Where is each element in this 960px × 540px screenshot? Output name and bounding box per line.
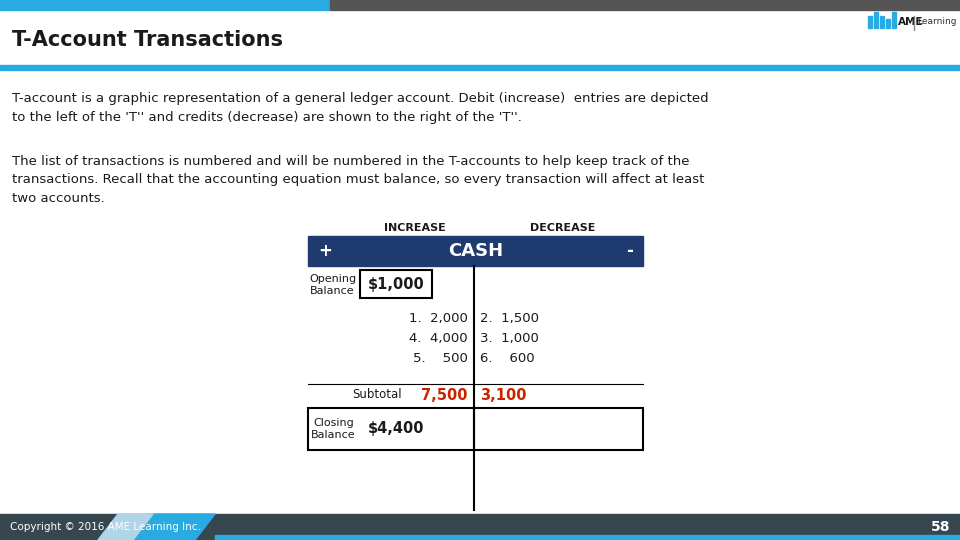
Text: 3,100: 3,100 (480, 388, 526, 402)
Text: T-Account Transactions: T-Account Transactions (12, 30, 283, 50)
Text: T-account is a graphic representation of a general ledger account. Debit (increa: T-account is a graphic representation of… (12, 92, 708, 124)
Text: 5.    500: 5. 500 (413, 352, 468, 365)
Text: Closing
Balance: Closing Balance (311, 418, 356, 440)
Text: 4.  4,000: 4. 4,000 (409, 332, 468, 345)
Bar (0, 10, 960, 65)
Bar (308, 236, 643, 266)
Text: Learning: Learning (917, 17, 956, 26)
Polygon shape (128, 514, 215, 540)
FancyBboxPatch shape (360, 270, 432, 298)
Bar (886, 19, 890, 28)
Bar (215, 535, 960, 540)
Bar (880, 16, 884, 28)
Bar (868, 16, 872, 28)
Bar (892, 12, 896, 28)
Polygon shape (98, 514, 153, 540)
Text: 3.  1,000: 3. 1,000 (480, 332, 539, 345)
Text: +: + (318, 242, 332, 260)
Text: 1.  2,000: 1. 2,000 (409, 312, 468, 325)
Bar (330, 0, 960, 10)
Bar (874, 12, 878, 28)
Text: $4,400: $4,400 (368, 422, 424, 436)
Bar (0, 514, 960, 540)
Text: 2.  1,500: 2. 1,500 (480, 312, 539, 325)
Text: CASH: CASH (448, 242, 503, 260)
Text: AME: AME (898, 17, 924, 27)
Text: DECREASE: DECREASE (530, 223, 595, 233)
Text: $1,000: $1,000 (368, 278, 424, 293)
Text: The list of transactions is numbered and will be numbered in the T-accounts to h: The list of transactions is numbered and… (12, 155, 705, 205)
Bar (308, 408, 643, 450)
Text: Subtotal: Subtotal (352, 388, 402, 402)
Text: -: - (626, 242, 633, 260)
Bar (0, 65, 960, 70)
Text: 58: 58 (930, 520, 950, 534)
Text: 7,500: 7,500 (421, 388, 468, 402)
Text: Copyright © 2016 AME Learning Inc.: Copyright © 2016 AME Learning Inc. (10, 522, 201, 532)
Text: Opening
Balance: Opening Balance (309, 274, 356, 296)
Text: INCREASE: INCREASE (384, 223, 446, 233)
Bar (0, 0, 330, 10)
Text: 6.    600: 6. 600 (480, 352, 535, 365)
